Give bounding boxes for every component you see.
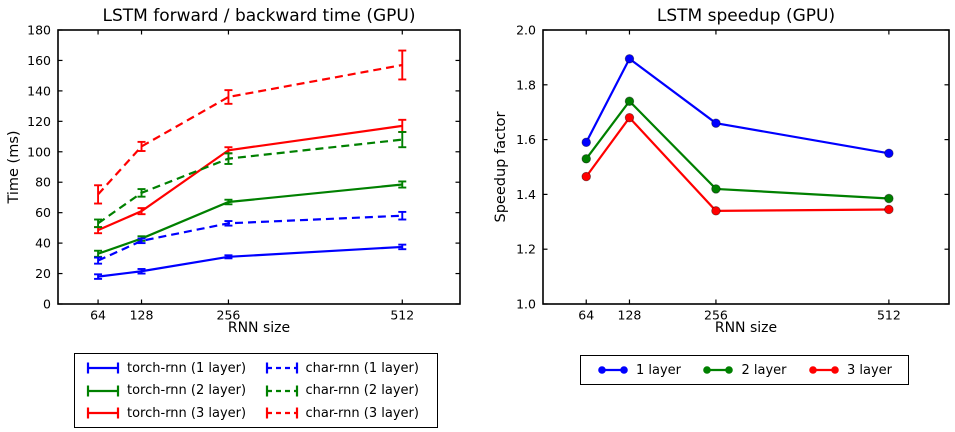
legend-label: 1 layer	[636, 362, 682, 378]
legend-item: char-rnn (2 layer)	[265, 383, 428, 399]
dot-line-glyph	[809, 366, 839, 374]
svg-text:60: 60	[35, 205, 51, 220]
right-chart-ylabel: Speedup factor	[493, 111, 509, 223]
legend-item: torch-rnn (2 layer)	[86, 383, 249, 399]
left-chart-xlabel: RNN size	[227, 320, 291, 336]
errorbar-dashed-glyph	[265, 362, 298, 374]
svg-text:128: 128	[130, 308, 154, 323]
legend-label: torch-rnn (3 layer)	[127, 405, 247, 421]
svg-text:80: 80	[35, 175, 51, 190]
svg-text:1.6: 1.6	[516, 132, 536, 147]
svg-text:1.4: 1.4	[516, 187, 536, 202]
svg-text:1.8: 1.8	[516, 77, 536, 92]
svg-text:64: 64	[90, 308, 106, 323]
legend-label: torch-rnn (2 layer)	[127, 383, 247, 398]
legend-item: torch-rnn (3 layer)	[86, 405, 249, 421]
svg-text:140: 140	[27, 83, 51, 98]
left-chart-ylabel: Time (ms)	[6, 130, 22, 204]
left-chart-legend: torch-rnn (1 layer) torch-rnn (2 layer) …	[74, 353, 438, 428]
svg-text:180: 180	[27, 23, 51, 38]
errorbar-dashed-glyph	[265, 385, 298, 396]
svg-text:120: 120	[27, 114, 51, 129]
svg-text:20: 20	[35, 266, 51, 281]
errorbar-solid-glyph	[86, 407, 120, 419]
legend-label: char-rnn (1 layer)	[305, 360, 419, 376]
legend-item: 3 layer	[808, 363, 892, 378]
svg-text:0: 0	[43, 297, 51, 312]
right-chart-title: LSTM speedup (GPU)	[656, 6, 836, 26]
svg-text:512: 512	[390, 308, 414, 323]
svg-text:40: 40	[35, 236, 51, 251]
svg-text:1.0: 1.0	[516, 297, 536, 312]
svg-text:256: 256	[704, 308, 728, 323]
legend-item: char-rnn (1 layer)	[265, 360, 428, 376]
svg-text:2.0: 2.0	[516, 23, 536, 38]
legend-column-char-rnn: char-rnn (1 layer) char-rnn (2 layer) ch…	[265, 360, 428, 421]
legend-label: 2 layer	[741, 362, 787, 378]
legend-item: 1 layer	[597, 363, 681, 378]
dot-line-glyph	[598, 366, 628, 374]
legend-label: char-rnn (2 layer)	[305, 383, 419, 398]
svg-text:256: 256	[217, 308, 241, 323]
dot-line-glyph	[703, 366, 734, 374]
legend-item: torch-rnn (1 layer)	[86, 360, 249, 376]
errorbar-solid-glyph	[86, 385, 120, 396]
legend-label: char-rnn (3 layer)	[305, 405, 419, 421]
legend-item: char-rnn (3 layer)	[265, 405, 428, 421]
errorbar-solid-glyph	[86, 362, 120, 374]
legend-column-torch-rnn: torch-rnn (1 layer) torch-rnn (2 layer) …	[86, 360, 249, 421]
svg-text:100: 100	[27, 144, 51, 159]
right-chart-legend: 1 layer 2 layer 3 layer	[580, 355, 909, 385]
left-chart-title: LSTM forward / backward time (GPU)	[102, 6, 416, 26]
svg-text:512: 512	[877, 308, 901, 323]
svg-text:1.2: 1.2	[516, 242, 536, 257]
legend-label: torch-rnn (1 layer)	[127, 360, 247, 376]
svg-text:160: 160	[27, 53, 51, 68]
right-chart-xlabel: RNN size	[714, 320, 778, 336]
legend-item: 2 layer	[702, 362, 787, 378]
errorbar-dashed-glyph	[265, 407, 298, 419]
legend-label: 3 layer	[846, 362, 892, 378]
svg-text:128: 128	[618, 308, 642, 323]
svg-text:64: 64	[578, 308, 594, 323]
